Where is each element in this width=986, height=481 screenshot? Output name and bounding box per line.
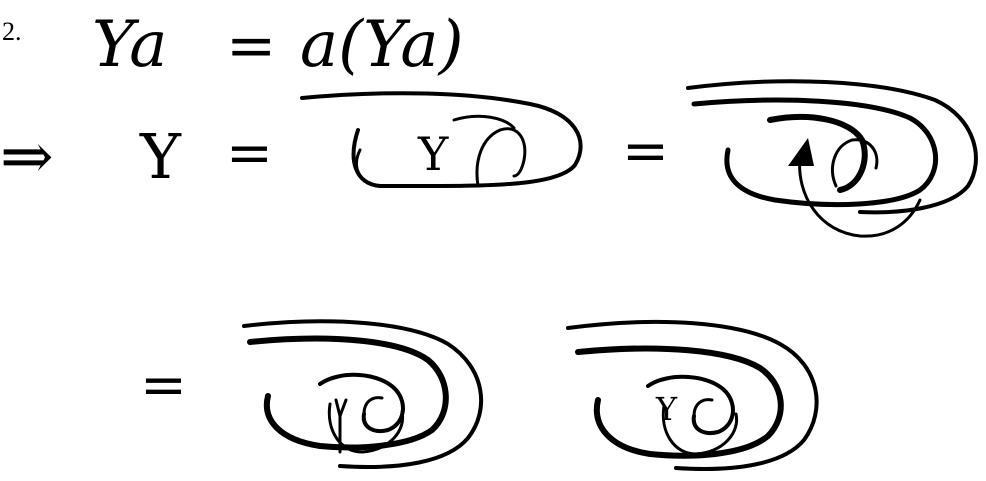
loop-3-stem	[334, 398, 348, 454]
equals-sign-1: =	[226, 121, 273, 186]
equation-number: 2.	[2, 17, 22, 46]
loop-1-inner-curl	[475, 127, 527, 188]
Y-symbol: Y	[139, 120, 182, 193]
loop-diagram-4: Y	[566, 319, 819, 471]
equation-equals: =	[226, 11, 276, 81]
loop-3-inner-spiral	[318, 372, 405, 433]
loop-3-inner-curl	[362, 396, 384, 416]
loop-2-inner-spiral	[767, 113, 868, 193]
implies-arrow: ⇒	[0, 120, 54, 194]
loop-4-inner-Y: Y	[655, 390, 678, 428]
loop-4-inner-curl	[692, 398, 714, 418]
loop-1-bottom	[354, 148, 387, 188]
loop-4-outer-top	[566, 319, 819, 471]
loop-2-arrow-stem	[798, 154, 922, 238]
arrow-up-icon	[788, 138, 814, 166]
loop-diagram-1: Y	[300, 91, 583, 188]
loop-2-second-top	[691, 97, 939, 208]
loop-1-inner-Y: Y	[417, 127, 449, 181]
loop-3-outer-top	[242, 319, 484, 469]
equals-sign-2: =	[622, 119, 669, 184]
loop-4-lower-tail	[661, 404, 739, 456]
loop-3-second-top	[247, 335, 449, 451]
equation-right-side: a(Ya)	[300, 8, 464, 82]
loop-4-second-top	[575, 345, 784, 459]
loop-4-inner-spiral	[646, 374, 735, 435]
equation-left-side: Ya	[92, 8, 167, 82]
loop-3-lower-tail	[327, 402, 405, 454]
loop-diagram-3	[242, 319, 484, 469]
loop-2-inner-curl	[831, 138, 879, 188]
loop-2-outer-top	[686, 79, 978, 215]
equals-sign-3: =	[140, 353, 187, 418]
loop-1-inner-tail	[452, 114, 516, 130]
loop-diagram-2	[686, 79, 978, 238]
